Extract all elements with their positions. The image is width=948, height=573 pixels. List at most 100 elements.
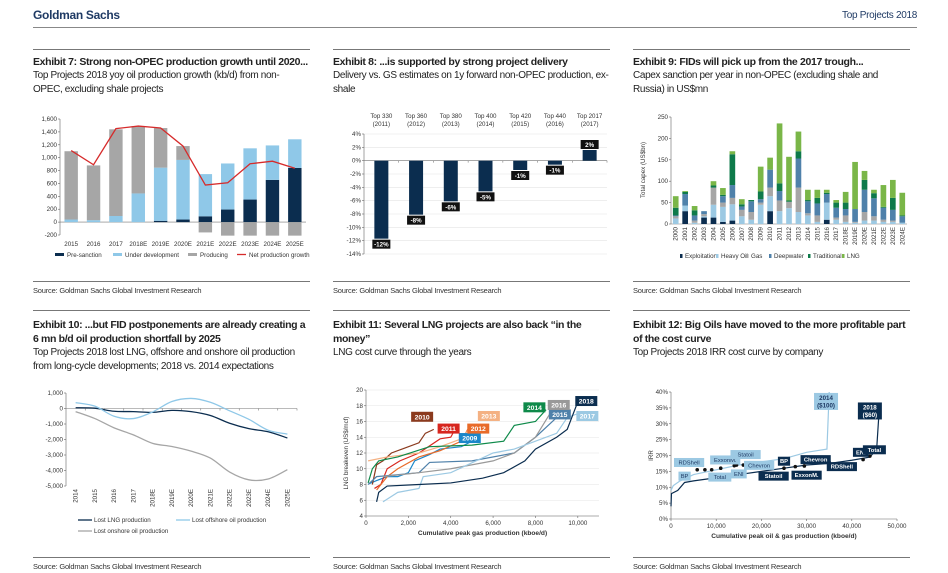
exhibit-title: Exhibit 10: ...but FID postponements are… — [33, 319, 306, 345]
series-label: 2012 — [471, 426, 486, 433]
y-tick-label: 200 — [658, 135, 669, 142]
y-tick-label: -1,000 — [45, 421, 63, 428]
x-tick-label: 2015 — [64, 241, 78, 248]
x-tick-label: 2016 — [87, 241, 101, 248]
legend-label: Lost offshore oil production — [192, 517, 267, 524]
bar-traditional — [842, 202, 849, 210]
bar-heavy-oil — [814, 221, 821, 224]
category-label: Top 420 — [509, 113, 532, 120]
source-note: Source: Goldman Sachs Global Investment … — [633, 562, 802, 571]
line-lost-onshore-oil-production — [75, 410, 288, 482]
bar-heavy-oil — [767, 196, 773, 212]
bar-traditional — [823, 192, 830, 195]
x-tick-label: 2002 — [692, 226, 699, 240]
bar-lng — [795, 131, 802, 152]
bar-producing — [153, 128, 168, 168]
y-axis-title: IRR — [648, 450, 655, 461]
x-tick-label: 2004 — [710, 226, 717, 240]
divider — [633, 281, 910, 282]
bar-heavy-oil — [682, 205, 688, 212]
bar-heavy-oil — [833, 219, 840, 224]
y-tick-label: -14% — [347, 251, 362, 258]
y-tick-label: -12% — [347, 238, 362, 245]
bar-gas — [776, 200, 783, 212]
bar-under-development — [153, 167, 168, 221]
bar-traditional — [691, 210, 698, 216]
x-tick-label: 30,000 — [797, 523, 816, 530]
bar-lng — [805, 189, 811, 201]
legend-swatch — [746, 254, 749, 258]
bar-heavy-oil — [795, 212, 802, 224]
x-tick-label: 2023E — [246, 489, 253, 507]
bar-deepwater — [701, 211, 707, 215]
brand-name: Goldman Sachs — [33, 8, 120, 22]
bar-deepwater — [672, 215, 679, 217]
company-label: Statoil — [765, 474, 783, 480]
legend-label: Lost LNG production — [94, 517, 151, 524]
bar-lng — [672, 196, 679, 208]
line-lost-offshore-oil-production — [75, 397, 288, 435]
company-label: BP — [681, 474, 689, 480]
y-tick-label: 8 — [360, 482, 364, 489]
source-note: Source: Goldman Sachs Global Investment … — [33, 286, 202, 295]
bar-heavy-oil — [748, 219, 755, 224]
x-tick-label: 2013 — [795, 226, 802, 240]
x-tick-label: 2000 — [673, 226, 680, 240]
bar-traditional — [720, 194, 726, 197]
y-tick-label: -3,000 — [45, 452, 63, 459]
legend-label: Lost onshore oil production — [94, 528, 169, 535]
bar-deepwater — [833, 207, 840, 218]
bar-gas — [861, 212, 868, 221]
y-tick-label: 12 — [356, 450, 363, 457]
divider — [33, 310, 310, 311]
x-tick-label: 2021E — [196, 241, 214, 248]
x-tick-label: 2023E — [890, 227, 897, 245]
x-tick-label: 2020E — [174, 241, 192, 248]
bar-deepwater — [842, 209, 849, 216]
company-label: Total — [868, 448, 882, 454]
series-label: 2011 — [441, 426, 456, 433]
company-label-box — [744, 460, 775, 470]
y-tick-label: 6 — [360, 497, 364, 504]
report-name: Top Projects 2018 — [842, 10, 917, 21]
company-marker — [793, 464, 798, 469]
x-tick-label: 2018E — [150, 489, 157, 507]
series-label-box — [548, 409, 571, 420]
exhibit-7-chart: -200 0 200 400 600 800 1,000 1,200 1,400 1,600 201… — [42, 116, 311, 259]
header-divider — [33, 27, 917, 28]
series-label-box — [458, 433, 481, 444]
series-label: ($100) — [817, 402, 835, 409]
company-label: ENI — [734, 472, 744, 478]
y-tick-label: 18 — [356, 403, 363, 410]
bar-under-development — [288, 139, 302, 168]
y-tick-label: 10 — [356, 466, 363, 473]
x-tick-label: 2017 — [130, 488, 137, 502]
y-tick-label: 800 — [47, 168, 58, 175]
bar-deepwater — [805, 201, 811, 214]
bar-gas — [757, 202, 764, 205]
y-tick-label: 16 — [356, 419, 363, 426]
company-label: Chevron — [804, 458, 828, 464]
x-tick-label: 2018E — [843, 227, 850, 245]
legend-swatch — [716, 254, 719, 258]
bar-under-development — [64, 219, 78, 223]
bar-lng — [729, 151, 736, 155]
y-tick-label: 15% — [656, 468, 669, 475]
y-tick-label: 10% — [656, 484, 669, 491]
bar-lng — [880, 185, 887, 207]
x-tick-label: 2015 — [814, 226, 821, 240]
y-tick-label: 20 — [356, 387, 363, 394]
category-label: Top 2017 — [577, 113, 603, 120]
x-tick-label: 2007 — [739, 226, 746, 240]
data-label-box — [476, 192, 495, 202]
bar-exploitation — [682, 211, 688, 224]
bar-lng — [682, 191, 688, 192]
bar-traditional — [776, 183, 783, 192]
bar-lng — [852, 161, 858, 210]
bar-lng — [842, 191, 849, 203]
bar — [513, 160, 528, 170]
company-label-box — [791, 470, 822, 480]
bar-exploitation — [729, 220, 736, 224]
bar-heavy-oil — [691, 222, 698, 224]
